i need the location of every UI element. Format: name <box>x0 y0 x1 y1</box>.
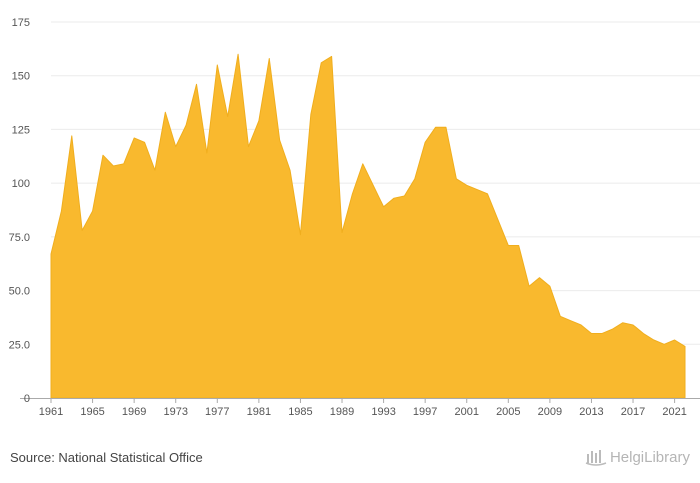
y-tick-label: 150 <box>12 71 30 83</box>
y-tick-label: 50.0 <box>9 286 30 298</box>
x-tick-label: 2017 <box>621 406 645 418</box>
helgilibrary-logo: HelgiLibrary <box>585 448 690 466</box>
x-tick-label: 1977 <box>205 406 229 418</box>
y-tick-label: 175 <box>12 17 30 29</box>
x-tick-label: 1965 <box>80 406 104 418</box>
y-tick-label: 100 <box>12 178 30 190</box>
x-tick-label: 1973 <box>163 406 187 418</box>
logo-text: HelgiLibrary <box>609 448 690 466</box>
y-tick-label: 75.0 <box>9 232 30 244</box>
y-axis-ticks: 0 25.0 50.0 75.0 100 125 150 175 <box>9 17 30 405</box>
x-tick-label: 1985 <box>288 406 312 418</box>
x-tick-label: 2013 <box>579 406 603 418</box>
x-tick-label: 1961 <box>39 406 63 418</box>
x-tick-label: 2005 <box>496 406 520 418</box>
x-tick-label: 1997 <box>413 406 437 418</box>
x-tick-label: 1989 <box>330 406 354 418</box>
x-tick-label: 2001 <box>454 406 478 418</box>
x-tick-label: 1981 <box>247 406 271 418</box>
source-note: Source: National Statistical Office <box>10 450 203 465</box>
x-axis-ticks: 1961 1965 1969 1973 1977 1981 1985 1989 1993 1997… <box>39 398 687 418</box>
x-tick-label: 1969 <box>122 406 146 418</box>
series-area <box>50 53 686 399</box>
logo-icon <box>585 450 607 466</box>
y-tick-label: 0 <box>24 393 30 405</box>
y-tick-label: 25.0 <box>9 339 30 351</box>
x-tick-label: 1993 <box>371 406 395 418</box>
x-tick-label: 2021 <box>662 406 686 418</box>
area-series <box>50 53 686 399</box>
y-tick-label: 125 <box>12 124 30 136</box>
x-tick-label: 2009 <box>538 406 562 418</box>
